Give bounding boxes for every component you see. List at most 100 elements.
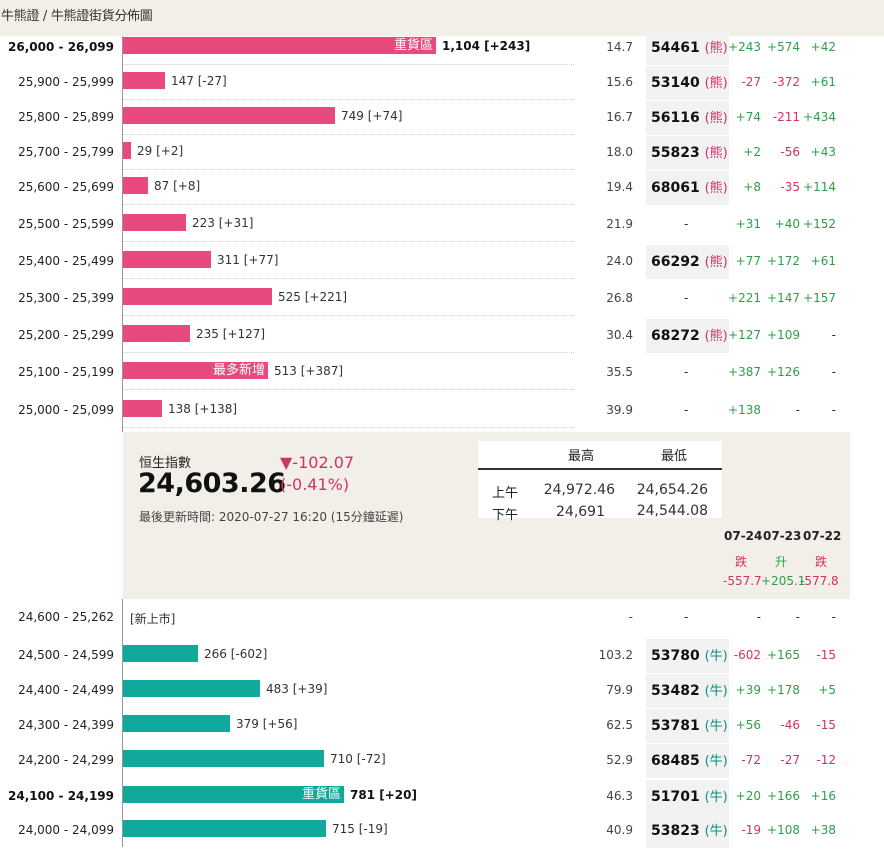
bear-bar[interactable] bbox=[123, 325, 190, 342]
warrant-type: (熊) bbox=[704, 146, 728, 161]
warrant-type: (熊) bbox=[704, 181, 728, 196]
chg-2: -56 bbox=[780, 145, 800, 159]
warrant-code-link[interactable]: 68061 (熊) bbox=[651, 177, 728, 196]
row-divider bbox=[123, 169, 574, 170]
index-panel: 恒生指數 24,603.26 ▼-102.07 (-0.41%) 最後更新時間:… bbox=[123, 432, 850, 599]
warrant-code: 53482 bbox=[651, 683, 700, 699]
history-date-3: 07-22 bbox=[803, 529, 842, 543]
bull-bar[interactable] bbox=[123, 680, 260, 697]
table-row: 25,600 - 25,699 87 [+8] 19.4 68061 (熊) +8 -35… bbox=[0, 171, 884, 206]
bar-value-label: 29 [+2] bbox=[137, 144, 184, 158]
range-label: 24,400 - 24,499 bbox=[18, 683, 114, 697]
chg-3: +434 bbox=[803, 110, 836, 124]
axis-line-top bbox=[122, 36, 123, 432]
warrant-code-link[interactable]: 53780 (牛) bbox=[651, 645, 728, 664]
bar-value-label: 147 [-27] bbox=[171, 74, 227, 88]
chg-3: - bbox=[831, 365, 836, 379]
bar-value-label: 525 [+221] bbox=[278, 290, 348, 304]
chg-2: +109 bbox=[767, 328, 800, 342]
index-change: ▼-102.07 (-0.41%) bbox=[280, 452, 354, 496]
warrant-code-link[interactable]: 53781 (牛) bbox=[651, 715, 728, 734]
range-label: 24,200 - 24,299 bbox=[18, 753, 114, 767]
bull-bar[interactable] bbox=[123, 750, 324, 767]
bear-bar[interactable] bbox=[123, 251, 211, 268]
code-cell bbox=[646, 709, 729, 743]
bar-value-label: 235 [+127] bbox=[196, 327, 266, 341]
chg-3: -15 bbox=[816, 648, 836, 662]
warrant-code: 54461 bbox=[651, 40, 700, 56]
table-row: 25,200 - 25,299 235 [+127] 30.4 68272 (熊) +1… bbox=[0, 319, 884, 354]
chg-3: +16 bbox=[810, 789, 836, 803]
bear-bar[interactable] bbox=[123, 400, 162, 417]
price: 26.8 bbox=[606, 291, 633, 305]
chg-2: +178 bbox=[767, 683, 800, 697]
bar-value-label: 749 [+74] bbox=[341, 109, 403, 123]
am-low: 24,654.26 bbox=[636, 482, 708, 498]
table-row: 25,900 - 25,999 147 [-27] 15.6 53140 (熊) -27… bbox=[0, 66, 884, 101]
table-row: 25,100 - 25,199 最多新增 513 [+387] 35.5 - +387 +1… bbox=[0, 356, 884, 391]
index-value: 24,603.26 bbox=[138, 468, 286, 499]
warrant-code-link[interactable]: 68485 (牛) bbox=[651, 750, 728, 769]
bar-value-label: 138 [+138] bbox=[168, 402, 238, 416]
low-header: 最低 bbox=[661, 449, 688, 464]
range-label: 25,700 - 25,799 bbox=[18, 145, 114, 159]
warrant-code-link[interactable]: 53823 (牛) bbox=[651, 820, 728, 839]
table-row: 25,300 - 25,399 525 [+221] 26.8 - +221 +147 +1… bbox=[0, 282, 884, 317]
warrant-code: 51701 bbox=[651, 789, 700, 805]
range-label: 26,000 - 26,099 bbox=[8, 40, 114, 54]
range-label: 24,600 - 25,262 bbox=[18, 610, 114, 624]
bear-bar[interactable] bbox=[123, 72, 165, 89]
warrant-type: (熊) bbox=[704, 255, 728, 270]
bear-bar[interactable] bbox=[123, 37, 436, 54]
chg-3: +114 bbox=[803, 180, 836, 194]
warrant-code-link[interactable]: 53482 (牛) bbox=[651, 680, 728, 699]
chg-1: +387 bbox=[728, 365, 761, 379]
bull-bar[interactable] bbox=[123, 820, 326, 837]
warrant-code-link[interactable]: 66292 (熊) bbox=[651, 251, 728, 270]
warrant-code-link[interactable]: 51701 (牛) bbox=[651, 786, 728, 805]
warrant-code-link[interactable]: 53140 (熊) bbox=[651, 72, 728, 91]
chg-1: +2 bbox=[743, 145, 761, 159]
chg-1: +127 bbox=[728, 328, 761, 342]
bear-bar[interactable] bbox=[123, 362, 268, 379]
warrant-code-link[interactable]: 54461 (熊) bbox=[651, 37, 728, 56]
bear-bar[interactable] bbox=[123, 142, 131, 159]
header-rule bbox=[478, 468, 722, 470]
price: 103.2 bbox=[598, 648, 633, 662]
bear-bar[interactable] bbox=[123, 214, 186, 231]
price: 24.0 bbox=[606, 254, 633, 268]
warrant-code: 53140 bbox=[651, 75, 700, 91]
axis-line-bottom bbox=[122, 599, 123, 847]
pm-high: 24,691 bbox=[556, 504, 605, 520]
high-low-table: 最高 最低 上午 下午 24,972.46 24,654.26 24,691 2… bbox=[478, 441, 722, 523]
bull-bar[interactable] bbox=[123, 786, 344, 803]
bear-bar[interactable] bbox=[123, 107, 335, 124]
range-label: 25,200 - 25,299 bbox=[18, 328, 114, 342]
warrant-type: (牛) bbox=[704, 719, 728, 734]
bull-bar[interactable] bbox=[123, 715, 230, 732]
table-row: 24,200 - 24,299 710 [-72] 52.9 68485 (牛) -72… bbox=[0, 744, 884, 779]
chg-2: -46 bbox=[780, 718, 800, 732]
warrant-code-link[interactable]: 56116 (熊) bbox=[651, 107, 728, 126]
index-change-percent: (-0.41%) bbox=[280, 475, 350, 494]
warrant-code: 68272 bbox=[651, 328, 700, 344]
bear-bar[interactable] bbox=[123, 288, 272, 305]
range-label: 25,900 - 25,999 bbox=[18, 75, 114, 89]
code-placeholder: - bbox=[684, 365, 689, 379]
range-label: 25,300 - 25,399 bbox=[18, 291, 114, 305]
chg-3: +157 bbox=[803, 291, 836, 305]
breadcrumb[interactable]: 牛熊證 / 牛熊證街貨分佈圖 bbox=[1, 9, 153, 24]
history-date-2: 07-23 bbox=[763, 529, 802, 543]
warrant-code-link[interactable]: 68272 (熊) bbox=[651, 325, 728, 344]
bear-bar[interactable] bbox=[123, 177, 148, 194]
chg-2: - bbox=[795, 610, 800, 624]
chg-2: -211 bbox=[772, 110, 800, 124]
price: 52.9 bbox=[606, 753, 633, 767]
bull-bar[interactable] bbox=[123, 645, 198, 662]
warrant-type: (熊) bbox=[704, 76, 728, 91]
warrant-type: (熊) bbox=[704, 41, 728, 56]
range-label: 25,800 - 25,899 bbox=[18, 110, 114, 124]
chg-2: +165 bbox=[767, 648, 800, 662]
breadcrumb-bar: 牛熊證 / 牛熊證街貨分佈圖 bbox=[0, 0, 884, 36]
warrant-code-link[interactable]: 55823 (熊) bbox=[651, 142, 728, 161]
